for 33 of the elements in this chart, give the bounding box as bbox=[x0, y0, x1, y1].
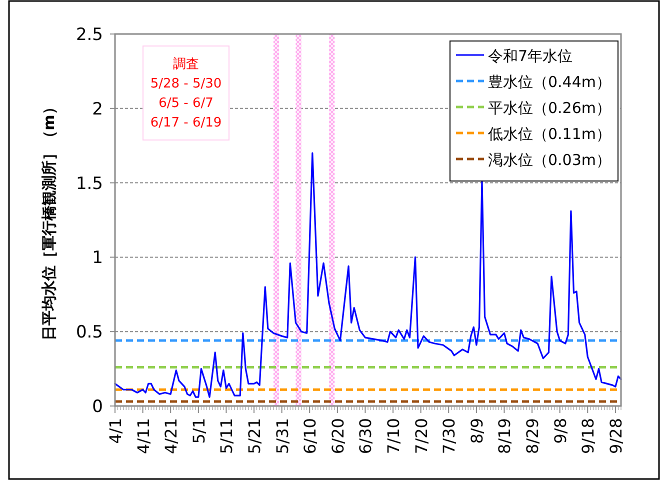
legend-label: 豊水位（0.44m） bbox=[488, 73, 612, 91]
x-tick-label: 5/1 bbox=[189, 418, 208, 444]
line-series bbox=[114, 152, 622, 398]
y-tick-label: 2.5 bbox=[76, 25, 103, 45]
x-tick-label: 4/11 bbox=[134, 418, 153, 454]
y-tick-label: 0 bbox=[92, 397, 103, 417]
y-tick-label: 2 bbox=[92, 99, 103, 120]
x-tick-label: 5/21 bbox=[245, 418, 264, 454]
x-tick-label: 6/20 bbox=[328, 418, 348, 454]
x-tick-label: 7/30 bbox=[440, 418, 459, 454]
y-tick-label: 0.5 bbox=[76, 322, 103, 343]
x-tick-label: 6/30 bbox=[356, 418, 376, 454]
x-tick-label: 8/9 bbox=[467, 418, 486, 444]
x-tick-label: 9/8 bbox=[550, 418, 570, 444]
y-axis-title: 日平均水位［軍行橋観測所］（m） bbox=[40, 100, 58, 340]
x-tick-label: 8/19 bbox=[495, 418, 514, 454]
annotation: 調査 5/28 - 5/30 6/5 - 6/7 6/17 - 6/19 bbox=[150, 57, 222, 130]
x-tick-label: 9/28 bbox=[606, 418, 626, 454]
legend-label: 低水位（0.11m） bbox=[488, 125, 612, 143]
x-tick-label: 5/11 bbox=[217, 418, 236, 454]
x-tick-label: 7/10 bbox=[384, 418, 404, 454]
x-tick-label: 8/29 bbox=[523, 418, 542, 454]
legend-label: 平水位（0.26m） bbox=[488, 99, 612, 117]
y-tick-label: 1 bbox=[92, 248, 103, 268]
x-tick-label: 4/21 bbox=[162, 418, 181, 454]
x-tick-label: 7/20 bbox=[412, 418, 431, 454]
x-tick-label: 5/31 bbox=[272, 418, 292, 454]
legend-label: 令和7年水位 bbox=[488, 47, 573, 65]
x-tick-label: 9/18 bbox=[578, 418, 598, 454]
x-tick-label: 4/1 bbox=[106, 418, 125, 444]
x-tick-label: 6/10 bbox=[300, 418, 320, 454]
legend-label: 渇水位（0.03m） bbox=[488, 151, 612, 169]
y-tick-label: 1.5 bbox=[76, 174, 103, 194]
